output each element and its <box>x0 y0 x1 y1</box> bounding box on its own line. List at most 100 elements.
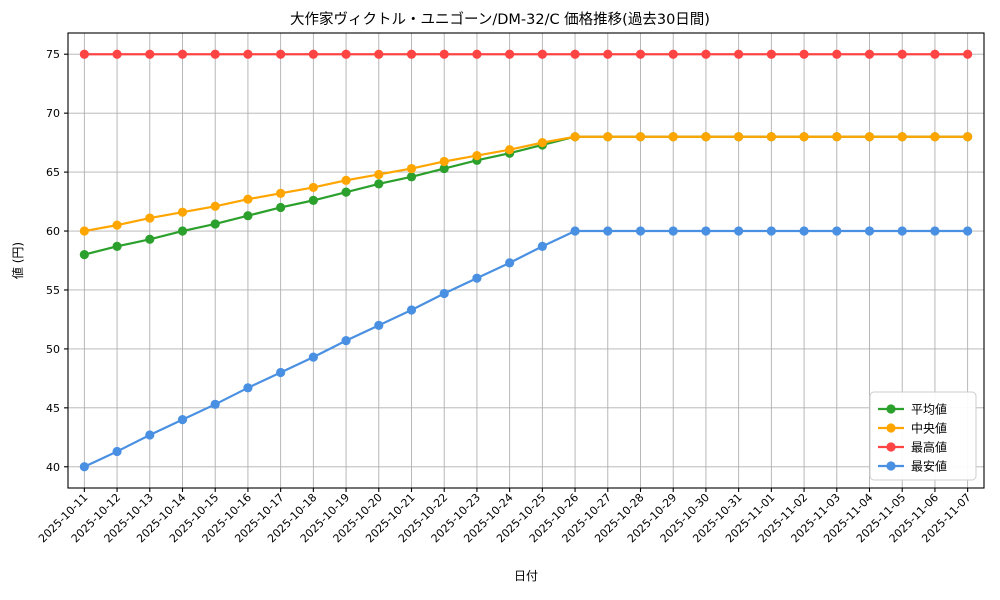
data-point-marker <box>505 49 515 59</box>
data-point-marker <box>79 462 89 472</box>
y-axis-title: 値 (円) <box>10 242 25 279</box>
data-point-marker <box>734 132 744 142</box>
data-point-marker <box>210 201 220 211</box>
y-tick-label: 45 <box>46 402 60 415</box>
data-point-marker <box>930 49 940 59</box>
data-point-marker <box>668 49 678 59</box>
data-point-marker <box>308 352 318 362</box>
data-point-marker <box>341 187 351 197</box>
y-tick-label: 75 <box>46 48 60 61</box>
data-point-marker <box>243 49 253 59</box>
data-point-marker <box>341 336 351 346</box>
data-point-marker <box>439 288 449 299</box>
data-point-marker <box>603 226 613 236</box>
data-point-marker <box>668 226 678 236</box>
data-point-marker <box>79 250 89 260</box>
data-point-marker <box>112 220 122 230</box>
data-point-marker <box>668 132 678 142</box>
data-point-marker <box>374 169 384 180</box>
data-point-marker <box>766 132 776 142</box>
plot-axes <box>64 32 985 492</box>
legend-marker-swatch <box>886 461 896 471</box>
data-point-marker <box>897 132 907 142</box>
series-1 <box>79 132 973 260</box>
data-point-marker <box>963 226 973 236</box>
data-point-marker <box>210 49 220 59</box>
data-point-marker <box>603 132 613 142</box>
series-line <box>83 135 969 256</box>
data-point-marker <box>537 241 547 251</box>
legend-marker-swatch <box>886 404 896 414</box>
data-point-marker <box>439 163 449 174</box>
series-line <box>83 229 969 468</box>
y-tick-label: 60 <box>46 225 60 238</box>
data-point-marker <box>472 150 482 161</box>
data-point-marker <box>799 49 809 59</box>
data-point-marker <box>505 145 515 155</box>
series-line <box>83 135 969 233</box>
tick-labels: 40455055606570752025-10-112025-10-122025… <box>36 48 974 545</box>
grid-lines <box>68 33 984 488</box>
axis-titles: 日付 値 (円) <box>10 242 538 583</box>
legend-item-3: 最高値 <box>878 440 947 455</box>
data-point-marker <box>406 172 417 182</box>
data-point-marker <box>276 188 286 198</box>
data-point-marker <box>472 273 482 283</box>
data-point-marker <box>243 211 253 221</box>
data-point-marker <box>570 226 580 236</box>
data-point-marker <box>79 226 89 236</box>
y-tick-label: 70 <box>46 107 60 120</box>
data-point-marker <box>963 132 973 142</box>
data-point-marker <box>701 226 711 236</box>
data-point-marker <box>963 49 973 59</box>
data-point-marker <box>766 226 776 236</box>
legend-marker-swatch <box>886 423 896 433</box>
data-point-marker <box>177 207 188 217</box>
data-point-marker <box>537 138 547 148</box>
data-point-marker <box>734 49 744 59</box>
data-point-marker <box>570 132 580 142</box>
data-point-marker <box>406 49 417 59</box>
data-point-marker <box>799 226 809 236</box>
legend-item-2: 中央値 <box>878 421 947 436</box>
data-point-marker <box>472 49 482 59</box>
data-point-marker <box>734 226 744 236</box>
data-point-marker <box>210 399 220 409</box>
data-point-marker <box>177 49 188 59</box>
data-point-marker <box>603 49 613 59</box>
data-point-marker <box>635 132 646 142</box>
data-point-marker <box>308 195 318 205</box>
data-point-marker <box>635 49 646 59</box>
data-point-marker <box>308 49 318 59</box>
data-point-marker <box>864 132 875 142</box>
legend-label: 最安値 <box>911 459 947 474</box>
legend-box <box>869 391 977 481</box>
data-point-marker <box>635 226 646 236</box>
series-3 <box>79 49 973 59</box>
data-point-marker <box>701 49 711 59</box>
data-point-marker <box>112 49 122 59</box>
y-tick-label: 40 <box>46 461 60 474</box>
data-point-marker <box>341 49 351 59</box>
data-point-marker <box>243 194 253 204</box>
data-point-marker <box>79 49 89 59</box>
data-point-marker <box>701 132 711 142</box>
data-point-marker <box>308 182 318 193</box>
series-2 <box>79 132 973 236</box>
data-point-marker <box>832 226 842 236</box>
data-point-marker <box>439 156 449 167</box>
legend-label: 最高値 <box>911 440 947 455</box>
data-point-marker <box>864 49 875 59</box>
y-tick-label: 50 <box>46 343 60 356</box>
y-tick-label: 55 <box>46 284 60 297</box>
chart-title: 大作家ヴィクトル・ユニゴーン/DM-32/C 価格推移(過去30日間) <box>290 12 710 28</box>
data-point-marker <box>177 415 188 425</box>
data-point-marker <box>832 49 842 59</box>
data-point-marker <box>145 234 155 244</box>
data-point-marker <box>897 49 907 59</box>
data-point-marker <box>406 305 417 315</box>
data-point-marker <box>341 175 351 185</box>
data-point-marker <box>210 219 220 229</box>
data-point-marker <box>570 49 580 59</box>
